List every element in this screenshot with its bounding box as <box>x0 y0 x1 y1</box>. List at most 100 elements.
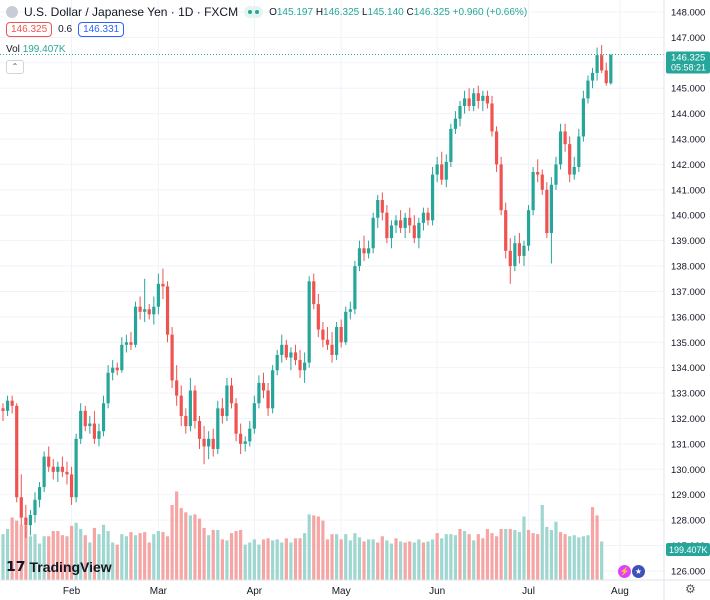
y-tick-label: 137.000 <box>671 287 705 298</box>
candle <box>138 296 142 320</box>
us-flag-event-icon[interactable]: ★ <box>632 565 645 578</box>
candle <box>56 461 60 482</box>
tradingview-logo-icon: 𝟭𝟳 <box>6 558 26 574</box>
candle-body <box>216 408 220 449</box>
candle <box>522 240 526 267</box>
volume-bar <box>56 531 60 580</box>
volume-bar <box>526 530 531 580</box>
candle <box>531 166 535 216</box>
volume-bar <box>568 536 572 580</box>
candle <box>124 334 128 353</box>
volume-bar <box>353 533 357 580</box>
candle <box>47 446 51 472</box>
symbol-line: U.S. Dollar / Japanese Yen · 1D · FXCM O… <box>6 4 527 20</box>
candle-body <box>56 466 60 472</box>
volume-bar <box>558 532 563 580</box>
candle <box>243 436 247 452</box>
high-label: H <box>315 6 324 18</box>
candle-body <box>412 225 416 239</box>
candle <box>266 382 270 416</box>
candle-body <box>133 306 138 345</box>
candle-body <box>398 220 403 228</box>
candle <box>321 321 325 348</box>
candle-body <box>526 210 531 246</box>
candle-body <box>325 339 330 345</box>
candle-body <box>211 438 215 449</box>
candle <box>581 90 585 142</box>
volume-bar <box>330 534 334 580</box>
volume-bar <box>184 512 188 580</box>
volume-bar <box>417 539 421 580</box>
volume-bar <box>211 530 215 580</box>
y-tick-label: 130.000 <box>671 465 705 476</box>
volume-bar <box>115 544 119 580</box>
y-tick-label: 131.000 <box>671 439 705 450</box>
settings-gear-icon[interactable]: ⚙ <box>685 582 696 596</box>
buy-button[interactable]: 146.331 <box>78 22 125 37</box>
volume-bar <box>280 542 284 580</box>
candle-body <box>138 306 142 312</box>
volume-bar <box>590 507 595 580</box>
y-tick-label: 126.000 <box>671 566 705 577</box>
volume-bar <box>325 539 330 580</box>
market-status-icon[interactable] <box>244 6 264 18</box>
tradingview-logo[interactable]: 𝟭𝟳 TradingView <box>6 558 112 575</box>
candle-body <box>248 428 252 442</box>
candle-body <box>124 342 128 345</box>
volume-legend-value: 199.407K <box>22 44 66 55</box>
volume-bar <box>513 530 517 580</box>
close-label: C <box>406 6 414 18</box>
volume-bar <box>408 541 412 580</box>
y-tick-label: 136.000 <box>671 312 705 323</box>
candle <box>239 423 243 455</box>
candle <box>577 128 581 173</box>
volume-axis-label-bg <box>666 543 710 556</box>
candle <box>175 365 179 406</box>
volume-legend: Vol 199.407K <box>6 44 66 55</box>
candle-body <box>289 352 293 358</box>
candle <box>357 240 362 272</box>
volume-bar <box>165 536 170 580</box>
candle-body <box>344 311 348 343</box>
candle-body <box>24 517 28 526</box>
sell-button[interactable]: 146.325 <box>6 22 53 37</box>
candle-body <box>88 423 92 427</box>
candle <box>51 459 55 480</box>
candle <box>408 207 412 234</box>
candle-body <box>170 334 174 381</box>
lightning-event-icon[interactable]: ⚡ <box>618 565 631 578</box>
y-tick-label: 139.000 <box>671 236 705 247</box>
candle <box>467 88 471 112</box>
volume-bars <box>1 491 604 580</box>
candle-body <box>316 304 320 330</box>
candle <box>563 123 567 152</box>
volume-bar <box>522 516 526 580</box>
candle-body <box>312 281 316 305</box>
candle-body <box>165 286 170 335</box>
candle <box>234 398 238 442</box>
candle <box>590 67 595 89</box>
volume-bar <box>47 536 51 580</box>
volume-bar <box>275 539 279 580</box>
volume-bar <box>362 541 366 580</box>
candle-body <box>335 327 339 355</box>
candle-body <box>504 210 508 251</box>
volume-bar <box>271 540 275 580</box>
volume-bar <box>504 528 508 580</box>
candle-body <box>1 408 5 411</box>
collapse-legend-button[interactable]: ⌃ <box>6 60 24 74</box>
candle <box>362 235 366 261</box>
candle <box>453 111 458 134</box>
volume-bar <box>216 530 220 580</box>
candle-body <box>101 403 106 432</box>
candle <box>549 177 553 264</box>
symbol-title[interactable]: U.S. Dollar / Japanese Yen · 1D · FXCM <box>24 5 239 19</box>
candle-body <box>385 212 389 239</box>
volume-bar <box>389 543 394 580</box>
candle <box>156 273 160 315</box>
candle <box>398 210 403 234</box>
candle-body <box>271 370 275 409</box>
volume-bar <box>440 538 444 580</box>
candle <box>92 410 96 444</box>
